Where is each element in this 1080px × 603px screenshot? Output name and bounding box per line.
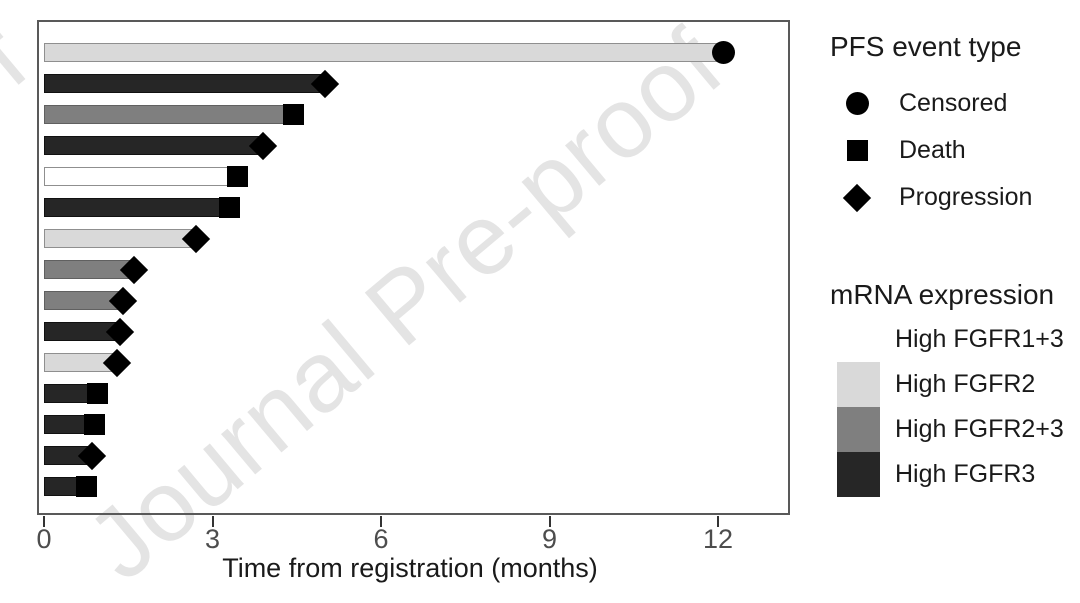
square-event-marker	[227, 166, 249, 187]
legend-expression-item: High FGFR3	[830, 452, 1080, 497]
square-event-marker	[283, 104, 305, 125]
x-axis-tick-mark	[43, 516, 45, 527]
x-axis-tick-mark	[380, 516, 383, 527]
circle-icon	[845, 92, 869, 115]
legend-expression-label: High FGFR1+3	[895, 325, 1064, 353]
x-axis-title: Time from registration (months)	[222, 553, 598, 583]
square-event-marker	[218, 197, 240, 218]
legend-expression-item: High FGFR1+3	[830, 317, 1080, 362]
legend-glyph-cell	[838, 183, 876, 212]
legend-expression-label: High FGFR3	[895, 460, 1036, 488]
legend-event-item: Death	[830, 127, 1080, 174]
legend-pfs-title: PFS event type	[830, 31, 1022, 62]
expression-color-swatch	[837, 407, 880, 452]
x-axis-tick-mark	[548, 516, 551, 527]
legend-event-label: Death	[899, 136, 966, 164]
square-event-marker	[86, 383, 108, 404]
legend-pfs-items: Censored Death Progression	[830, 80, 1080, 221]
legend-event-label: Progression	[899, 183, 1033, 211]
x-axis-tick-label: 12	[703, 524, 734, 554]
legend-event-item: Censored	[830, 80, 1080, 127]
legend-glyph-cell	[838, 92, 876, 115]
legend-mrna-title: mRNA expression	[830, 279, 1055, 310]
expression-color-swatch	[837, 317, 880, 362]
legend-mrna-expression: mRNA expression High FGFR1+3 High FGFR2 Hi…	[830, 278, 1080, 497]
x-axis-tick-label: 9	[542, 524, 558, 554]
x-axis-tick-mark	[717, 516, 720, 527]
square-event-marker	[75, 476, 97, 497]
legend-expression-item: High FGFR2	[830, 362, 1080, 407]
x-axis-tick-label: 0	[36, 524, 52, 554]
square-icon	[846, 140, 868, 161]
x-axis-tick-label: 3	[204, 524, 221, 554]
expression-color-swatch	[837, 362, 880, 407]
legend-mrna-items: High FGFR1+3 High FGFR2 High FGFR2+3 High F…	[830, 317, 1080, 497]
legend-expression-label: High FGFR2	[895, 370, 1036, 398]
x-axis-tick-label: 6	[373, 524, 389, 554]
legend-expression-item: High FGFR2+3	[830, 407, 1080, 452]
legend-pfs-event-type: PFS event type Censored Death Progression	[830, 30, 1080, 221]
legend-event-item: Progression	[830, 174, 1080, 221]
diamond-icon	[842, 183, 872, 212]
legend-event-label: Censored	[899, 89, 1008, 117]
x-axis-tick-mark	[211, 516, 214, 527]
legend-glyph-cell	[838, 140, 876, 161]
expression-color-swatch	[837, 452, 880, 497]
circle-event-marker	[712, 41, 736, 64]
square-event-marker	[84, 414, 106, 435]
legend-expression-label: High FGFR2+3	[895, 415, 1064, 443]
